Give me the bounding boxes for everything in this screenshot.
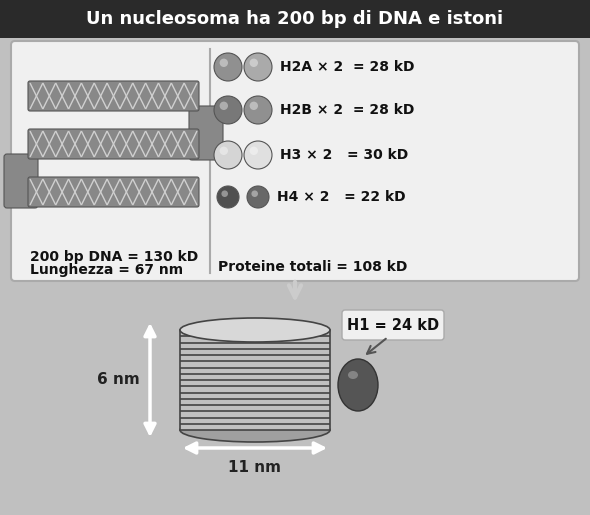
Circle shape xyxy=(214,141,242,169)
Ellipse shape xyxy=(338,359,378,411)
Text: H1 = 24 kD: H1 = 24 kD xyxy=(347,318,439,333)
Text: Un nucleosoma ha 200 bp di DNA e istoni: Un nucleosoma ha 200 bp di DNA e istoni xyxy=(87,10,503,28)
Ellipse shape xyxy=(180,318,330,342)
Circle shape xyxy=(250,147,258,155)
FancyBboxPatch shape xyxy=(189,106,223,160)
Text: H2A × 2  = 28 kD: H2A × 2 = 28 kD xyxy=(280,60,415,74)
FancyBboxPatch shape xyxy=(11,41,579,281)
Circle shape xyxy=(221,191,228,197)
Circle shape xyxy=(244,96,272,124)
Circle shape xyxy=(247,186,269,208)
Circle shape xyxy=(250,101,258,110)
Text: 6 nm: 6 nm xyxy=(97,372,140,387)
Circle shape xyxy=(214,96,242,124)
Circle shape xyxy=(250,59,258,67)
Circle shape xyxy=(244,53,272,81)
Ellipse shape xyxy=(180,418,330,442)
FancyBboxPatch shape xyxy=(342,310,444,340)
Text: Proteine totali = 108 kD: Proteine totali = 108 kD xyxy=(218,260,407,274)
Ellipse shape xyxy=(348,371,358,379)
Circle shape xyxy=(219,147,228,155)
Text: Lunghezza = 67 nm: Lunghezza = 67 nm xyxy=(30,263,183,277)
Circle shape xyxy=(217,186,239,208)
Text: H2B × 2  = 28 kD: H2B × 2 = 28 kD xyxy=(280,103,414,117)
Text: H4 × 2   = 22 kD: H4 × 2 = 22 kD xyxy=(277,190,406,204)
Text: 200 bp DNA = 130 kD: 200 bp DNA = 130 kD xyxy=(30,250,198,264)
Circle shape xyxy=(214,53,242,81)
Circle shape xyxy=(219,59,228,67)
Circle shape xyxy=(219,101,228,110)
FancyBboxPatch shape xyxy=(28,129,199,159)
FancyBboxPatch shape xyxy=(28,177,199,207)
Circle shape xyxy=(244,141,272,169)
Bar xyxy=(0,0,590,38)
Text: 11 nm: 11 nm xyxy=(228,460,281,475)
Bar xyxy=(180,330,330,430)
Circle shape xyxy=(251,191,258,197)
Text: H3 × 2   = 30 kD: H3 × 2 = 30 kD xyxy=(280,148,408,162)
FancyBboxPatch shape xyxy=(4,154,38,208)
FancyBboxPatch shape xyxy=(28,81,199,111)
